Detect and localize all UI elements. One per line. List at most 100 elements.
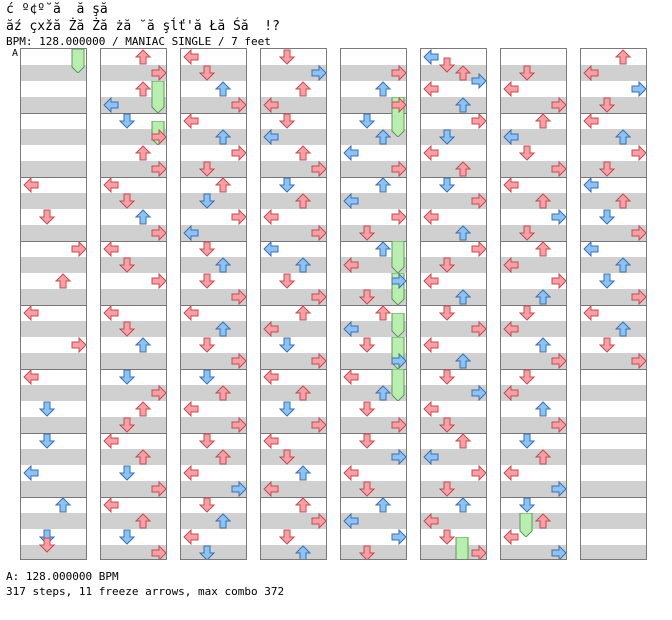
up-arrow-icon — [615, 49, 631, 65]
up-arrow-icon — [295, 145, 311, 161]
beat-stripe — [501, 321, 566, 337]
left-arrow-icon — [583, 305, 599, 321]
beat-stripe — [501, 97, 566, 113]
beat-stripe — [21, 129, 86, 145]
beat-stripe — [101, 481, 166, 497]
left-arrow-icon — [423, 449, 439, 465]
beat-stripe — [101, 129, 166, 145]
down-arrow-icon — [439, 529, 455, 545]
beat-stripe — [581, 385, 646, 401]
beat-stripe — [581, 545, 646, 559]
measure-line — [101, 369, 166, 370]
measure-line — [21, 369, 86, 370]
left-arrow-icon — [343, 465, 359, 481]
beat-stripe — [261, 321, 326, 337]
left-arrow-icon — [183, 49, 199, 65]
beat-stripe — [581, 289, 646, 305]
beat-stripe — [421, 385, 486, 401]
left-arrow-icon — [23, 305, 39, 321]
left-arrow-icon — [503, 257, 519, 273]
right-arrow-icon — [71, 241, 86, 257]
right-arrow-icon — [311, 289, 326, 305]
right-arrow-icon — [71, 337, 86, 353]
right-arrow-icon — [311, 161, 326, 177]
beat-stripe — [341, 257, 406, 273]
down-arrow-icon — [439, 129, 455, 145]
beat-stripe — [21, 161, 86, 177]
down-arrow-icon — [359, 433, 375, 449]
up-arrow-icon — [615, 129, 631, 145]
left-arrow-icon — [583, 65, 599, 81]
down-arrow-icon — [39, 537, 55, 553]
up-arrow-icon — [135, 513, 151, 529]
measure-line — [501, 113, 566, 114]
measure-line — [501, 305, 566, 306]
left-arrow-icon — [183, 305, 199, 321]
measure-line — [341, 369, 406, 370]
measure-line — [421, 369, 486, 370]
right-arrow-icon — [151, 225, 166, 241]
right-arrow-icon — [231, 417, 246, 433]
down-arrow-icon — [199, 241, 215, 257]
beat-stripe — [21, 353, 86, 369]
up-arrow-icon — [135, 401, 151, 417]
beat-stripe — [501, 545, 566, 559]
beat-stripe — [421, 97, 486, 113]
beat-stripe — [181, 513, 246, 529]
beat-stripe — [101, 289, 166, 305]
beat-stripe — [181, 353, 246, 369]
beat-stripe — [261, 481, 326, 497]
beat-stripe — [21, 481, 86, 497]
measure-line — [581, 433, 646, 434]
right-arrow-icon — [551, 417, 566, 433]
left-arrow-icon — [103, 433, 119, 449]
up-arrow-icon — [295, 545, 311, 559]
up-arrow-icon — [535, 401, 551, 417]
measure-line — [581, 305, 646, 306]
song-title: ć º¢º˘ă ă şă — [6, 2, 108, 17]
right-arrow-icon — [551, 481, 566, 497]
down-arrow-icon — [119, 417, 135, 433]
up-arrow-icon — [455, 433, 471, 449]
left-arrow-icon — [263, 321, 279, 337]
beat-stripe — [341, 321, 406, 337]
up-arrow-icon — [215, 257, 231, 273]
down-arrow-icon — [519, 305, 535, 321]
measure-line — [421, 433, 486, 434]
beat-stripe — [421, 321, 486, 337]
right-arrow-icon — [551, 161, 566, 177]
up-arrow-icon — [215, 513, 231, 529]
left-arrow-icon — [183, 465, 199, 481]
beat-stripe — [261, 513, 326, 529]
beat-stripe — [261, 353, 326, 369]
measure-line — [341, 177, 406, 178]
left-arrow-icon — [183, 113, 199, 129]
measure-line — [181, 177, 246, 178]
left-arrow-icon — [23, 369, 39, 385]
measure-line — [341, 113, 406, 114]
measure-line — [181, 497, 246, 498]
beat-stripe — [581, 449, 646, 465]
beat-stripe — [101, 545, 166, 559]
measure-line — [501, 433, 566, 434]
right-arrow-icon — [391, 161, 406, 177]
down-arrow-icon — [119, 321, 135, 337]
left-arrow-icon — [503, 177, 519, 193]
right-arrow-icon — [631, 145, 646, 161]
beat-stripe — [581, 257, 646, 273]
up-arrow-icon — [535, 193, 551, 209]
beat-stripe — [581, 65, 646, 81]
up-arrow-icon — [215, 385, 231, 401]
down-arrow-icon — [119, 529, 135, 545]
left-arrow-icon — [423, 145, 439, 161]
beat-stripe — [581, 513, 646, 529]
chart-column-2 — [100, 48, 167, 560]
down-arrow-icon — [599, 337, 615, 353]
right-arrow-icon — [151, 273, 166, 289]
right-arrow-icon — [471, 385, 486, 401]
down-arrow-icon — [359, 481, 375, 497]
freeze-arrow — [519, 512, 533, 538]
down-arrow-icon — [439, 305, 455, 321]
beat-stripe — [421, 193, 486, 209]
down-arrow-icon — [359, 225, 375, 241]
